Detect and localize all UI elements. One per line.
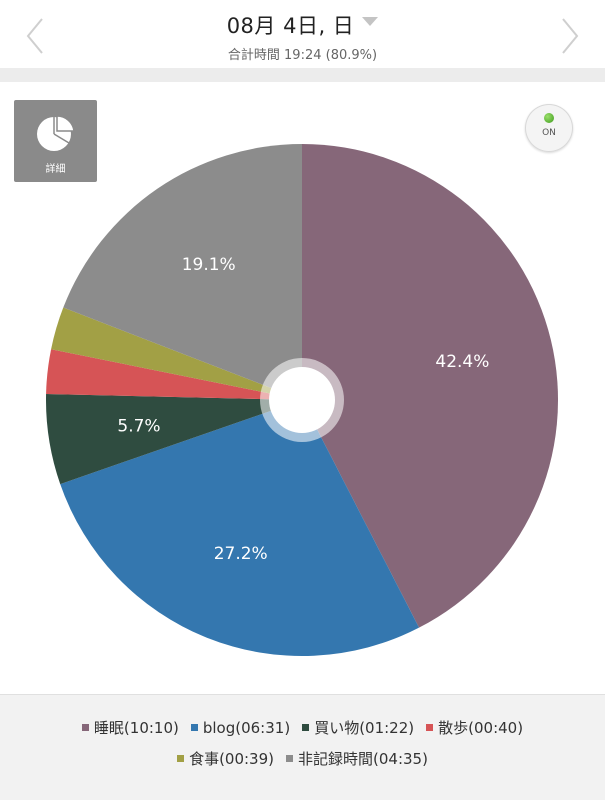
prev-day-button[interactable] xyxy=(20,14,50,58)
pie-slice-4[interactable] xyxy=(51,307,303,400)
date-selector[interactable]: 08月 4日, 日 xyxy=(0,10,605,40)
pie-slice-2[interactable] xyxy=(45,393,303,485)
next-day-button[interactable] xyxy=(555,14,585,58)
legend-label-2: 買い物(01:22) xyxy=(314,719,415,737)
on-toggle-button[interactable]: ON xyxy=(525,104,573,152)
slice-percent-label-1: 27.2% xyxy=(214,544,268,564)
legend-item-0[interactable]: 睡眠(10:10) xyxy=(81,717,179,738)
legend-item-2[interactable]: 買い物(01:22) xyxy=(302,717,414,738)
legend: 睡眠(10:10) blog(06:31) 買い物(01:22) 散歩(00:40) 食… xyxy=(0,694,605,800)
chevron-left-icon xyxy=(26,18,43,54)
pie-slice-1[interactable] xyxy=(60,400,420,657)
center-hole xyxy=(269,367,335,433)
separator xyxy=(0,68,605,82)
pie-slice-3[interactable] xyxy=(46,349,302,400)
date-title: 08月 4日, 日 xyxy=(226,14,355,38)
slice-percent-label-0: 42.4% xyxy=(435,352,489,372)
detail-button[interactable]: 詳細 xyxy=(14,100,97,182)
pie-slice-5[interactable] xyxy=(63,144,302,400)
legend-swatch-3 xyxy=(426,724,434,731)
legend-item-3[interactable]: 散歩(00:40) xyxy=(426,717,523,738)
pie-chart: 42.4% 27.2% 5.7% 19.1% xyxy=(45,144,559,657)
legend-swatch-0 xyxy=(81,724,89,731)
legend-item-5[interactable]: 非記録時間(04:35) xyxy=(286,748,428,769)
legend-label-4: 食事(00:39) xyxy=(189,750,274,768)
caret-down-icon[interactable] xyxy=(362,17,379,27)
chevron-right-icon xyxy=(562,18,579,54)
legend-item-4[interactable]: 食事(00:39) xyxy=(177,748,274,769)
pie-chart-icon xyxy=(36,115,75,151)
legend-swatch-1 xyxy=(190,724,198,731)
legend-label-3: 散歩(00:40) xyxy=(438,719,524,737)
legend-swatch-2 xyxy=(302,724,310,731)
detail-label: 詳細 xyxy=(45,164,66,175)
legend-label-0: 睡眠(10:10) xyxy=(93,719,179,737)
chart-panel: 42.4% 27.2% 5.7% 19.1% 詳細 ON xyxy=(0,82,605,694)
status-light-icon xyxy=(544,113,554,123)
legend-item-1[interactable]: blog(06:31) xyxy=(190,717,291,738)
slice-percent-label-5: 19.1% xyxy=(182,255,236,275)
pie-slice-0[interactable] xyxy=(302,144,559,628)
legend-label-1: blog(06:31) xyxy=(202,718,291,737)
on-label: ON xyxy=(542,128,556,138)
header: 08月 4日, 日 合計時間 19:24 (80.9%) xyxy=(0,0,605,68)
legend-swatch-5 xyxy=(286,755,293,762)
slice-percent-label-2: 5.7% xyxy=(117,417,160,437)
total-time: 合計時間 19:24 (80.9%) xyxy=(227,48,378,63)
legend-label-5: 非記録時間(04:35) xyxy=(298,750,428,768)
legend-swatch-4 xyxy=(177,755,185,762)
